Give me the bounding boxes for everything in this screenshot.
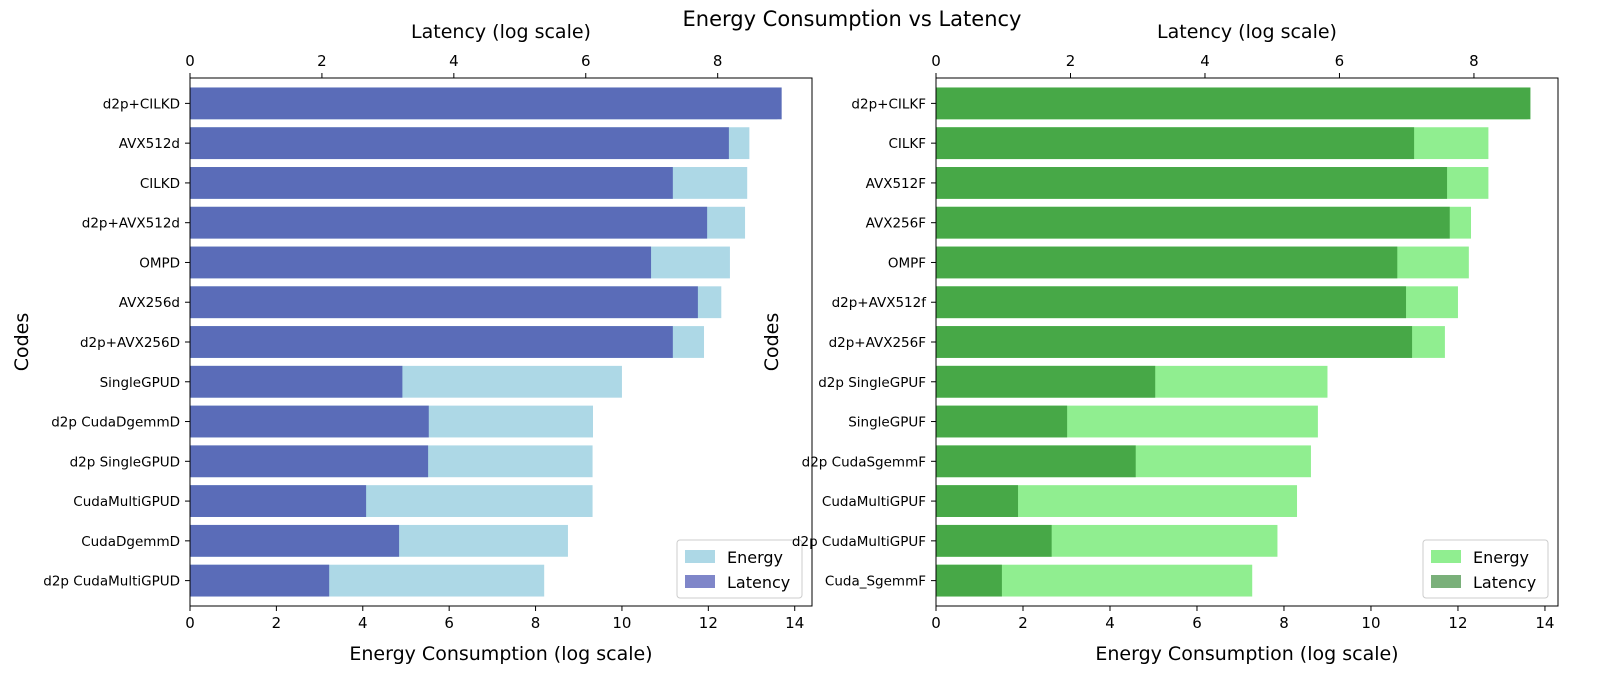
panel-1-x2-tick-label: 6 — [581, 52, 591, 70]
panel-2-latency-bar — [936, 206, 1450, 239]
panel-1-latency-bar — [190, 286, 698, 319]
panel-2-x-tick-label: 12 — [1448, 614, 1467, 632]
panel-2-x-tick-label: 0 — [931, 614, 941, 632]
panel-2-x2-tick-label: 2 — [1066, 52, 1076, 70]
panel-1-legend-label-latency: Latency — [727, 573, 790, 592]
panel-1-latency-bar — [190, 246, 652, 279]
panel-2-x2-tick-label: 4 — [1200, 52, 1210, 70]
panel-1-y-tick-label: d2p CudaMultiGPUD — [43, 574, 180, 590]
panel-1-y-tick-label: d2p+AVX512d — [82, 216, 180, 232]
panel-1-y-tick-label: CudaDgemmD — [81, 534, 180, 550]
panel-1-x2-tick-label: 0 — [185, 52, 195, 70]
panel-2-y-tick-label: Cuda_SgemmF — [825, 574, 926, 590]
panel-1-x2-tick-label: 8 — [713, 52, 723, 70]
panel-2-latency-bar — [936, 365, 1156, 398]
panel-2-x-axis-label: Energy Consumption (log scale) — [1095, 643, 1398, 665]
panel-2-x2-axis-label: Latency (log scale) — [1157, 21, 1337, 43]
panel-2-y-tick-label: CudaMultiGPUF — [822, 494, 926, 510]
panel-1-axes-frame — [189, 77, 813, 607]
panel-1-latency-bar — [190, 485, 367, 517]
panel-2-y-tick-label: d2p CudaMultiGPUF — [792, 534, 926, 550]
panel-1-legend-swatch-latency — [685, 575, 715, 588]
panel-1-y-tick-label: OMPD — [139, 255, 180, 271]
panel-2-axes-frame — [935, 77, 1559, 607]
panel-2-y-tick-label: AVX512F — [866, 176, 926, 192]
panel-2-x2-tick-label: 8 — [1469, 52, 1479, 70]
panel-1-latency-bar — [190, 326, 673, 358]
panel-1-x-tick-label: 0 — [185, 614, 195, 632]
panel-1-latency-bar — [190, 564, 330, 597]
panel-2-latency-bar — [936, 246, 1398, 279]
panel-2-y-tick-label: d2p SingleGPUF — [818, 375, 926, 391]
panel-2-x2-tick-label: 6 — [1335, 52, 1345, 70]
panel-1-y-tick-label: CILKD — [140, 176, 180, 192]
panel-1-legend-swatch-energy — [685, 550, 715, 563]
panel-2-latency-bar — [936, 405, 1068, 438]
panel-2-latency-bar — [936, 87, 1531, 120]
panel-2-x-tick-label: 2 — [1018, 614, 1028, 632]
panel-1-y-tick-label: AVX256d — [119, 295, 180, 311]
panel-2-y-tick-label: d2p CudaSgemmF — [802, 454, 926, 470]
panel-1-x-axis-label: Energy Consumption (log scale) — [349, 643, 652, 665]
panel-2-y-tick-label: d2p+AVX512f — [832, 295, 928, 311]
panel-1-latency-bar — [190, 365, 403, 398]
panel-1-x2-axis-label: Latency (log scale) — [411, 21, 591, 43]
panel-2-legend-label-latency: Latency — [1473, 573, 1536, 592]
panel-2-x-tick-label: 10 — [1361, 614, 1380, 632]
panel-1-y-axis-label: Codes — [11, 313, 33, 372]
panel-2-x2-tick-label: 0 — [931, 52, 941, 70]
panel-1-y-tick-label: d2p+CILKD — [103, 96, 180, 112]
panel-1-y-tick-label: d2p SingleGPUD — [70, 454, 180, 470]
panel-2-latency-bar — [936, 127, 1415, 160]
panel-2-latency-bar — [936, 167, 1448, 199]
panel-2-x-tick-label: 6 — [1192, 614, 1202, 632]
panel-1-latency-bar — [190, 87, 782, 120]
panel-1-x2-tick-label: 4 — [449, 52, 459, 70]
panel-2-x-tick-label: 14 — [1535, 614, 1554, 632]
panel-2-y-tick-label: CILKF — [888, 136, 926, 152]
figure-title: Energy Consumption vs Latency — [682, 7, 1021, 31]
panel-2-latency-bar — [936, 445, 1136, 478]
panel-2-y-axis-label: Codes — [761, 313, 783, 372]
panel-2-legend-swatch-latency — [1431, 575, 1461, 588]
panel-2-y-tick-label: SingleGPUF — [848, 415, 926, 431]
panel-1-latency-bar — [190, 405, 429, 438]
panel-1-x-tick-label: 12 — [699, 614, 718, 632]
panel-1-x-tick-label: 10 — [612, 614, 631, 632]
panel-1-latency-bar — [190, 206, 708, 239]
panel-2-legend-swatch-energy — [1431, 550, 1461, 563]
panel-1-x-tick-label: 14 — [785, 614, 804, 632]
panel-1-latency-bar — [190, 167, 673, 199]
panel-2-latency-bar — [936, 564, 1002, 597]
panel-2-latency-bar — [936, 326, 1413, 358]
panel-1-x-tick-label: 8 — [531, 614, 541, 632]
panel-2-y-tick-label: d2p+CILKF — [851, 96, 926, 112]
panel-1-x-tick-label: 6 — [444, 614, 454, 632]
panel-1-y-tick-label: AVX512d — [119, 136, 180, 152]
panel-2-x-tick-label: 8 — [1279, 614, 1289, 632]
panel-1-latency-bar — [190, 445, 429, 478]
panel-1-x2-tick-label: 2 — [317, 52, 327, 70]
panel-1-y-tick-label: d2p+AVX256D — [80, 335, 180, 351]
panel-2-latency-bar — [936, 286, 1407, 319]
panel-2-y-tick-label: d2p+AVX256F — [829, 335, 926, 351]
panel-1-latency-bar — [190, 127, 729, 160]
panel-1-x-tick-label: 2 — [272, 614, 282, 632]
panel-1-y-tick-label: d2p CudaDgemmD — [51, 415, 180, 431]
panel-1-latency-bar — [190, 524, 400, 557]
panel-1-x-tick-label: 4 — [358, 614, 368, 632]
panel-2-y-tick-label: AVX256F — [866, 216, 926, 232]
panel-1-y-tick-label: CudaMultiGPUD — [73, 494, 180, 510]
panel-2-latency-bar — [936, 485, 1019, 517]
panel-1-legend-label-energy: Energy — [727, 548, 783, 567]
panel-2-latency-bar — [936, 524, 1052, 557]
panel-2-y-tick-label: OMPF — [888, 255, 926, 271]
panel-1-y-tick-label: SingleGPUD — [100, 375, 180, 391]
panel-2-legend-label-energy: Energy — [1473, 548, 1529, 567]
panel-2-x-tick-label: 4 — [1105, 614, 1115, 632]
